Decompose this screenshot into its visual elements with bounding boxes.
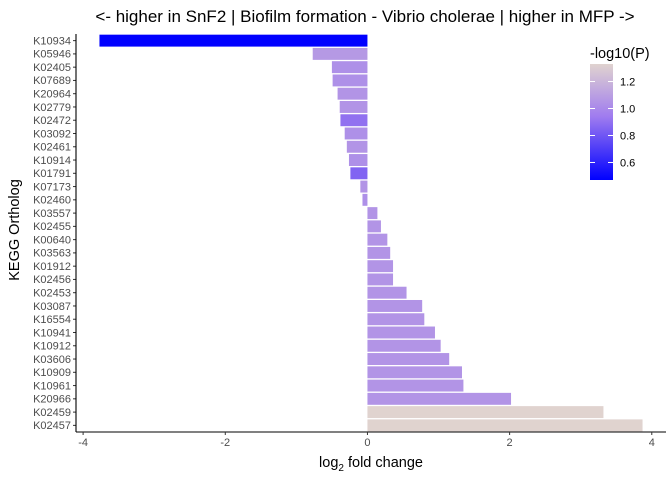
bar-K02456 — [367, 273, 394, 286]
bar-K07173 — [360, 180, 368, 193]
bar-K10909 — [367, 366, 462, 379]
y-tick-label: K20964 — [33, 89, 71, 101]
bar-K16554 — [367, 313, 425, 326]
bar-K01912 — [367, 260, 394, 273]
y-tick-label: K02455 — [33, 221, 71, 233]
chart-title: <- higher in SnF2 | Biofilm formation - … — [95, 7, 634, 26]
x-axis-title-subscript: 2 — [338, 463, 344, 474]
y-tick-label: K02457 — [33, 420, 71, 432]
bar-K00640 — [367, 233, 388, 246]
y-tick-label: K10909 — [33, 367, 71, 379]
bar-K03563 — [367, 246, 391, 259]
y-tick-label: K01791 — [33, 168, 71, 180]
bar-K10934 — [99, 34, 368, 47]
bar-K03606 — [367, 353, 450, 366]
y-tick-label: K00640 — [33, 234, 71, 246]
bar-K20966 — [367, 392, 512, 405]
x-tick-label: -4 — [78, 437, 88, 449]
y-tick-label: K02456 — [33, 274, 71, 286]
y-tick-label: K02459 — [33, 407, 71, 419]
y-tick-label: K03606 — [33, 354, 71, 366]
bar-K02461 — [346, 140, 368, 153]
bar-K10912 — [367, 339, 441, 352]
bar-K07689 — [332, 74, 368, 87]
y-tick-label: K10934 — [33, 35, 71, 47]
y-tick-label: K05946 — [33, 49, 71, 61]
bar-K20964 — [337, 87, 368, 100]
legend-title: -log10(P) — [590, 46, 650, 62]
bar-K02459 — [367, 406, 604, 419]
legend-tick-label: 1.0 — [620, 104, 635, 116]
bar-K03087 — [367, 299, 423, 312]
x-tick-label: 4 — [649, 437, 655, 449]
y-tick-label: K10961 — [33, 380, 71, 392]
y-tick-label: K02460 — [33, 195, 71, 207]
x-axis-title: log2 fold change — [319, 455, 423, 474]
bar-K02457 — [367, 419, 643, 432]
legend-tick-label: 1.2 — [620, 77, 635, 89]
bar-K02405 — [331, 61, 368, 74]
y-tick-label: K10914 — [33, 155, 71, 167]
legend: -log10(P) 1.2 1.0 0.8 0.6 — [590, 46, 650, 180]
x-axis-title-base: log — [319, 455, 338, 471]
bar-K02472 — [340, 114, 368, 127]
y-tick-label: K02453 — [33, 288, 71, 300]
x-tick-label: 0 — [364, 437, 370, 449]
y-tick-label: K20966 — [33, 394, 71, 406]
bar-K02453 — [367, 286, 407, 299]
bar-K05946 — [312, 47, 368, 60]
bar-K02455 — [367, 220, 381, 233]
y-axis-title: KEGG Ortholog — [7, 179, 23, 281]
legend-tick-label: 0.8 — [620, 130, 635, 142]
legend-ticks: 1.2 1.0 0.8 0.6 — [590, 77, 635, 169]
legend-colorbar — [590, 64, 613, 180]
y-tick-label: K01912 — [33, 261, 71, 273]
bar-K01791 — [350, 167, 368, 180]
y-tick-label: K10912 — [33, 341, 71, 353]
y-tick-label: K02472 — [33, 115, 71, 127]
y-tick-label: K03087 — [33, 301, 71, 313]
y-tick-label: K16554 — [33, 314, 71, 326]
x-tick-label: -2 — [220, 437, 230, 449]
y-tick-label: K10941 — [33, 327, 71, 339]
bar-K10914 — [348, 154, 368, 167]
y-axis: K10934K05946K02405K07689K20964K02779K024… — [33, 34, 77, 432]
y-tick-label: K03563 — [33, 248, 71, 260]
x-axis: -4 -2 0 2 4 — [76, 431, 666, 449]
x-tick-label: 2 — [507, 437, 513, 449]
bar-K03557 — [367, 207, 378, 220]
legend-tick-label: 0.6 — [620, 157, 635, 169]
bar-K10961 — [367, 379, 464, 392]
y-tick-label: K02461 — [33, 142, 71, 154]
y-tick-label: K03092 — [33, 128, 71, 140]
y-tick-label: K07173 — [33, 181, 71, 193]
y-tick-label: K07689 — [33, 75, 71, 87]
x-axis-title-rest: fold change — [344, 455, 423, 471]
y-tick-label: K03557 — [33, 208, 71, 220]
bar-K10941 — [367, 326, 435, 339]
y-tick-label: K02405 — [33, 62, 71, 74]
bar-K03092 — [344, 127, 368, 140]
bar-K02779 — [339, 100, 368, 113]
bar-K02460 — [362, 193, 368, 206]
y-tick-label: K02779 — [33, 102, 71, 114]
plot-area — [99, 34, 643, 432]
